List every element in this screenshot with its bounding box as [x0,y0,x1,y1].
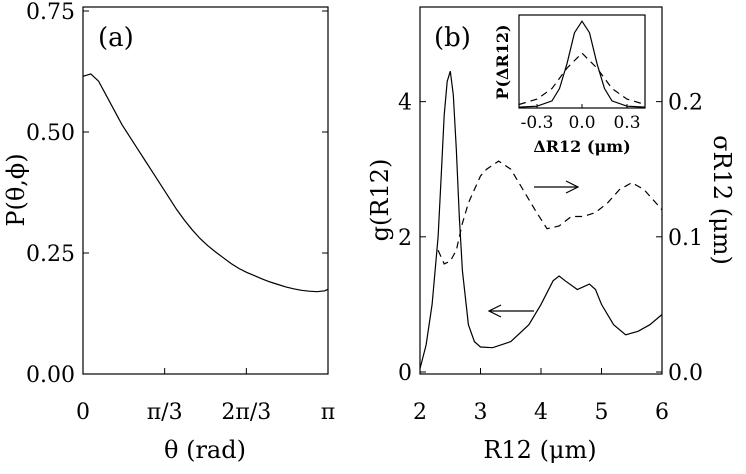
inset-x-tick-label: 0.3 [613,113,640,133]
panel-a-x-tick-label: 0 [76,400,90,425]
panel-b-y2-tick-label: 0.1 [668,226,703,251]
inset-frame [518,14,646,109]
panel-b-y-ticks: 0 2 4 [398,91,426,386]
panel-b-y-tick-label: 0 [398,361,412,386]
panel-b-x-tick-label: 6 [655,400,669,425]
inset-x-axis-label: ΔR12 (μm) [533,137,630,156]
panel-b-label: (b) [434,23,471,53]
panel-b-g-series-line [419,71,663,369]
panel-b-y2-ticks: 0.0 0.1 0.2 [656,91,703,386]
panel-b-x-tick-label: 3 [474,400,488,425]
panel-b-arrows [487,180,580,318]
panel-a-x-tick-label: 2π/3 [221,400,271,425]
panel-b-y2-tick-label: 0.0 [668,361,703,386]
panel-b-x-ticks: 2 3 4 5 6 [413,368,669,425]
panel-a-frame [82,6,329,375]
panel-a-x-tick-label: π [321,400,335,425]
panel-a-y-tick-label: 0.75 [26,0,75,25]
inset-x-ticks: -0.3 0.0 0.3 [521,104,641,133]
panel-a-x-ticks: 0 π/3 2π/3 π [76,368,335,425]
panel-b-y-tick-label: 2 [398,226,412,251]
panel-b-y2-tick-label: 0.2 [668,91,703,116]
panel-b-arrow-left-head [487,304,502,318]
panel-b-sigma-series-line [437,160,663,265]
inset-x-tick-label: -0.3 [521,113,554,133]
panel-b-arrow-right-head [565,180,580,194]
panel-b-frame [419,6,663,375]
panel-a-y-tick-label: 0.00 [26,363,75,388]
panel-b-x-tick-label: 2 [413,400,427,425]
inset-solid-series-line [518,20,646,108]
panel-a: (a) 0 π/3 2π/3 π 0.00 0.25 0.50 0.75 θ (rad) P… [2,0,335,464]
panel-b-inset: -0.3 0.0 0.3 ΔR12 (μm) P(ΔR12) [493,14,646,156]
panel-b-x-axis-label: R12 (μm) [483,436,596,464]
panel-b-y-axis-label: g(R12) [366,159,394,242]
panel-b-x-tick-label: 4 [534,400,548,425]
inset-dashed-series-line [518,52,646,106]
panel-a-x-tick-label: π/3 [147,400,183,425]
panel-b-x-tick-label: 5 [595,400,609,425]
panel-a-series-line [82,73,329,293]
panel-a-y-tick-label: 0.50 [26,121,75,146]
inset-y-axis-label: P(ΔR12) [493,24,512,99]
inset-x-tick-label: 0.0 [568,113,595,133]
panel-a-y-tick-label: 0.25 [26,242,75,267]
panel-a-x-axis-label: θ (rad) [164,436,246,464]
panel-a-y-ticks: 0.00 0.25 0.50 0.75 [26,0,328,388]
panel-a-y-axis-label: P(θ,ϕ) [2,153,30,226]
panel-b-y-tick-label: 4 [398,91,412,116]
panel-a-label: (a) [98,23,134,53]
panel-b-y2-axis-label: σR12 (μm) [708,135,736,265]
